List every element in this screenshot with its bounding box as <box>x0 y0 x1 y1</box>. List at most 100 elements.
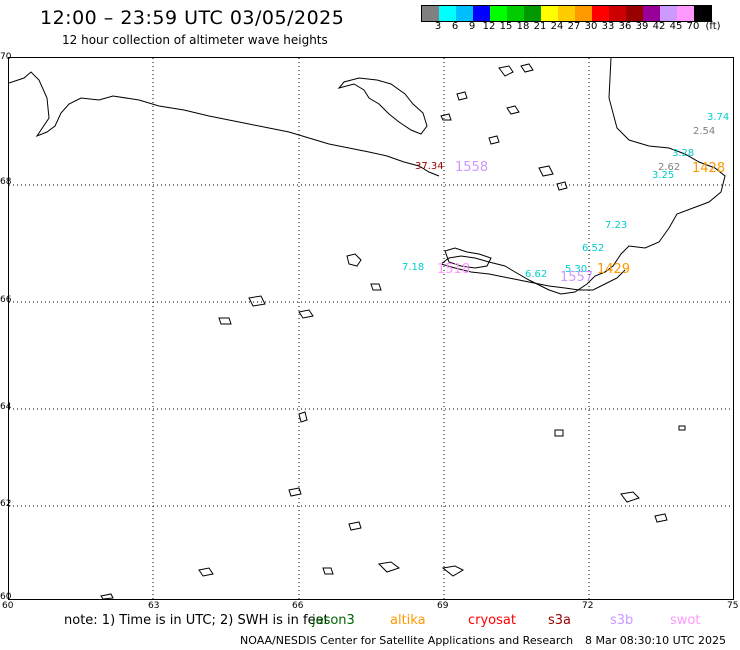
legend-tick-label: 24 <box>550 21 564 32</box>
wave-height-label: 3.74 <box>707 112 730 123</box>
island-w <box>198 567 214 577</box>
island-y <box>100 593 114 600</box>
wave-height-label: 1558 <box>455 160 489 175</box>
legend-swatch <box>626 6 643 21</box>
island-o <box>298 411 308 423</box>
lon-label-69: 69 <box>437 601 449 611</box>
wave-height-label: 5.30 <box>565 264 588 275</box>
satellite-swot: swot <box>670 613 701 628</box>
wave-height-label: 7.18 <box>402 262 425 273</box>
wave-height-label: 2.54 <box>693 126 716 137</box>
legend-swatch <box>490 6 507 21</box>
legend-tick-label: 33 <box>601 21 615 32</box>
legend-swatch <box>575 6 592 21</box>
island-g <box>506 105 520 115</box>
island-r <box>554 429 564 437</box>
legend-swatch <box>558 6 575 21</box>
legend-swatch <box>677 6 694 21</box>
island-m <box>298 309 314 319</box>
island-t <box>654 513 668 523</box>
color-legend <box>421 5 712 22</box>
island-u <box>441 565 465 577</box>
legend-tick-label: 39 <box>635 21 649 32</box>
legend-swatch <box>473 6 490 21</box>
map-canvas <box>8 57 735 601</box>
footer-timestamp: 8 Mar 08:30:10 UTC 2025 <box>585 634 726 647</box>
island-j <box>538 165 554 177</box>
wave-height-label: 6.62 <box>525 269 548 280</box>
legend-tick-label: 42 <box>652 21 666 32</box>
wave-height-label: 3.25 <box>652 170 675 181</box>
wave-height-label: 2.62 <box>658 162 681 173</box>
satellite-cryosat: cryosat <box>468 613 516 628</box>
satellite-s3a: s3a <box>548 613 572 628</box>
wave-height-label: 1429 <box>597 262 631 277</box>
legend-swatch <box>507 6 524 21</box>
island-f <box>456 91 468 101</box>
wave-height-label: 3.28 <box>672 148 695 159</box>
island-l <box>248 295 266 307</box>
island-e <box>520 63 534 73</box>
color-legend-ticks: 3 6 9 12 15 18 21 24 27 30 33 36 39 42 45 70 (ft) <box>421 21 740 35</box>
satellite-jason3: jason3 <box>312 613 355 628</box>
map-subtitle: 12 hour collection of altimeter wave hei… <box>62 33 328 47</box>
legend-tick-label: 6 <box>451 21 459 32</box>
island-z <box>678 425 686 431</box>
island-x <box>322 567 334 575</box>
lat-label-68: 68 <box>0 177 12 187</box>
note-text: note: 1) Time is in UTC; 2) SWH is in fe… <box>64 613 329 628</box>
island-v <box>377 561 401 573</box>
island-a <box>444 247 492 269</box>
legend-swatch <box>422 6 439 21</box>
island-c <box>370 283 382 291</box>
lat-label-62: 62 <box>0 499 12 509</box>
coast-south-peninsula <box>440 263 626 291</box>
map-title: 12:00 – 23:59 UTC 03/05/2025 <box>40 7 345 29</box>
footer-credit: NOAA/NESDIS Center for Satellite Applica… <box>240 634 574 647</box>
wave-height-label: 1518 <box>437 262 471 277</box>
legend-unit: (ft) <box>705 21 721 32</box>
island-p <box>288 487 302 497</box>
island-d <box>498 65 514 77</box>
legend-tick-label: 9 <box>468 21 476 32</box>
lat-label-60: 60 <box>0 592 12 602</box>
legend-tick-label: 36 <box>618 21 632 32</box>
graticule <box>9 58 735 601</box>
island-b <box>346 253 362 267</box>
satellite-altika: altika <box>390 613 426 628</box>
legend-swatch <box>694 6 711 21</box>
lon-label-72: 72 <box>582 601 594 611</box>
wave-height-label: 7.23 <box>605 220 628 231</box>
lat-label-66: 66 <box>0 295 12 305</box>
lon-label-66: 66 <box>292 601 304 611</box>
island-n <box>218 317 232 325</box>
legend-tick-label: 45 <box>669 21 683 32</box>
coastline <box>8 57 726 600</box>
legend-swatch <box>541 6 558 21</box>
coast-east <box>440 57 726 295</box>
wave-height-label: 37.34 <box>415 161 444 172</box>
map-panel <box>8 57 735 601</box>
lat-label-70: 70 <box>0 52 12 62</box>
island-i <box>488 135 500 145</box>
legend-tick-label: 12 <box>482 21 496 32</box>
lon-label-75: 75 <box>727 601 739 611</box>
legend-tick-label: 21 <box>533 21 547 32</box>
wave-height-label: 1428 <box>692 161 726 176</box>
legend-swatch <box>609 6 626 21</box>
legend-swatch <box>439 6 456 21</box>
island-k <box>556 181 568 191</box>
satellite-s3b: s3b <box>610 613 634 628</box>
legend-swatch <box>660 6 677 21</box>
lat-label-64: 64 <box>0 402 12 412</box>
island-s <box>620 491 640 503</box>
coast-peninsula <box>337 77 428 135</box>
legend-tick-label: 27 <box>567 21 581 32</box>
island-q <box>348 521 362 531</box>
lon-label-63: 63 <box>148 601 160 611</box>
legend-tick-label: 30 <box>584 21 598 32</box>
legend-tick-label: 15 <box>499 21 513 32</box>
legend-swatch <box>456 6 473 21</box>
wave-height-label: 1557 <box>560 270 594 285</box>
legend-tick-label: 3 <box>434 21 442 32</box>
